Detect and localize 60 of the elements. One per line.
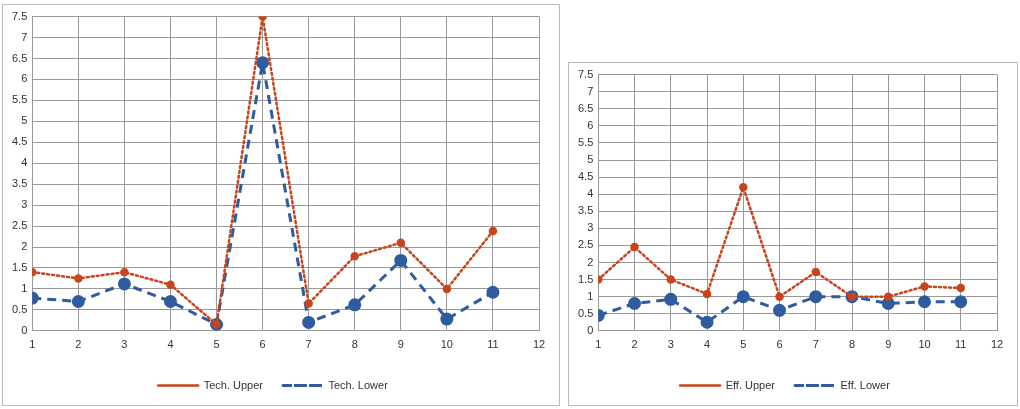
x-tick-label: 10 (918, 338, 931, 351)
x-tick-label: 5 (740, 338, 747, 351)
y-tick-label: 2 (587, 255, 594, 268)
legend-label: Tech. Lower (328, 378, 389, 391)
y-tick-label: 5.5 (577, 135, 594, 148)
y-tick-label: 3 (587, 221, 594, 234)
x-tick-label: 2 (631, 338, 638, 351)
y-tick-label: 5 (21, 114, 28, 127)
x-tick-label: 11 (487, 338, 499, 351)
x-tick-label: 7 (812, 338, 819, 351)
x-tick-label: 5 (213, 338, 220, 351)
y-tick-label: 4 (587, 187, 594, 200)
x-tick-label: 6 (259, 338, 266, 351)
y-tick-label: 7.5 (577, 67, 594, 80)
y-tick-label: 4.5 (11, 135, 28, 148)
x-tick-label: 11 (955, 338, 967, 351)
y-tick-label: 2 (21, 240, 28, 253)
x-tick-label: 8 (848, 338, 856, 351)
y-tick-label: 6 (587, 118, 594, 131)
y-tick-label: 4.5 (577, 170, 594, 183)
x-tick-label: 4 (167, 338, 174, 351)
x-tick-label: 1 (29, 338, 36, 351)
y-tick-label: 7 (587, 84, 594, 97)
y-tick-label: 0 (587, 323, 594, 336)
x-tick-label: 9 (885, 338, 892, 351)
y-tick-label: 1.5 (11, 260, 28, 273)
x-tick-label: 12 (532, 338, 546, 351)
y-tick-label: 4 (21, 156, 28, 169)
y-tick-label: 6.5 (11, 51, 28, 64)
legend-label: Eff. Lower (840, 378, 891, 391)
x-tick-label: 3 (121, 338, 128, 351)
x-tick-label: 1 (595, 338, 602, 351)
y-tick-label: 3.5 (577, 204, 594, 217)
x-tick-label: 2 (75, 338, 82, 351)
y-tick-label: 5.5 (11, 93, 28, 106)
y-tick-label: 7.5 (11, 9, 28, 22)
legend-label: Eff. Upper (725, 378, 776, 391)
y-tick-label: 5 (587, 153, 594, 166)
x-tick-label: 9 (397, 338, 404, 351)
y-tick-label: 2.5 (577, 238, 594, 251)
y-tick-label: 6.5 (577, 101, 594, 114)
x-tick-label: 3 (667, 338, 674, 351)
y-tick-label: 1.5 (577, 272, 594, 285)
y-tick-label: 3.5 (11, 177, 28, 190)
y-tick-label: 6 (21, 72, 28, 85)
y-tick-label: 0 (21, 323, 28, 336)
legend-label: Tech. Upper (203, 378, 264, 391)
y-tick-label: 0.5 (11, 302, 28, 315)
x-tick-label: 8 (351, 338, 358, 351)
x-tick-label: 10 (440, 338, 453, 351)
y-tick-label: 3 (21, 198, 28, 211)
x-tick-label: 6 (776, 338, 783, 351)
y-tick-label: 1 (21, 281, 28, 294)
y-tick-label: 1 (587, 289, 594, 302)
y-tick-label: 0.5 (577, 306, 594, 319)
y-tick-label: 2.5 (11, 219, 28, 232)
x-tick-label: 7 (305, 338, 312, 351)
x-tick-label: 12 (990, 338, 1004, 351)
y-tick-label: 7 (21, 30, 28, 43)
x-tick-label: 4 (703, 338, 711, 351)
